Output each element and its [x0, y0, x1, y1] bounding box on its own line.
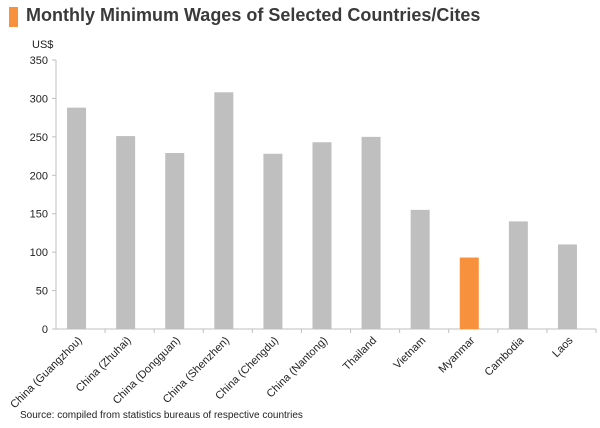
- x-tick-label: Myanmar: [436, 334, 477, 375]
- y-tick-label: 50: [36, 286, 48, 298]
- bar-myanmar: [459, 257, 479, 329]
- chart-title: Monthly Minimum Wages of Selected Countr…: [26, 5, 481, 25]
- bar-cambodia: [508, 221, 528, 329]
- bar-china-chengdu: [263, 153, 283, 329]
- bar-vietnam: [410, 209, 430, 329]
- y-tick-label: 250: [30, 132, 48, 144]
- bar-china-shenzhen: [214, 92, 234, 329]
- y-tick-label: 150: [30, 209, 48, 221]
- y-tick-label: 200: [30, 170, 48, 182]
- title-accent-bar: [9, 7, 18, 27]
- x-tick-label: Vietnam: [391, 335, 428, 372]
- bar-laos: [557, 244, 577, 329]
- bar-thailand: [361, 136, 381, 329]
- bar-china-nantong: [312, 142, 332, 329]
- y-unit-label: US$: [32, 39, 53, 51]
- y-tick-label: 350: [30, 55, 48, 67]
- x-tick-label: Thailand: [341, 335, 379, 373]
- y-tick-label: 100: [30, 247, 48, 259]
- x-tick-label: Laos: [550, 334, 576, 360]
- y-tick-label: 0: [42, 324, 48, 336]
- bar-china-guangzhou: [67, 107, 87, 329]
- x-tick-label: Cambodia: [483, 334, 528, 379]
- bar-china-dongguan: [165, 152, 185, 329]
- bar-china-zhuhai: [116, 136, 136, 329]
- x-tick-label: China (Guangzhou): [8, 335, 84, 411]
- y-tick-label: 300: [30, 93, 48, 105]
- source-note: Source: compiled from statistics bureaus…: [20, 410, 303, 421]
